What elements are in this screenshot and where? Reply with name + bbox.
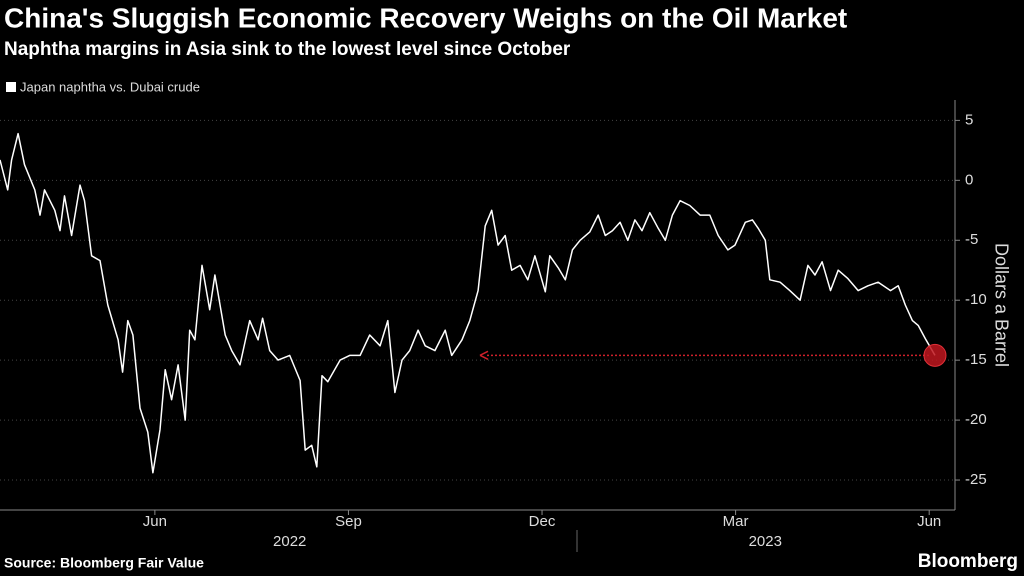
legend-swatch [6,82,16,92]
y-tick-label: -15 [965,351,987,368]
y-tick-label: 0 [965,171,973,188]
x-tick-label: Jun [143,513,167,530]
chart-subtitle: Naphtha margins in Asia sink to the lowe… [4,39,571,60]
series-line [0,132,936,474]
y-tick-label: -25 [965,471,987,488]
y-axis-label: Dollars a Barrel [991,243,1011,367]
year-label: 2022 [273,533,306,550]
x-tick-label: Sep [335,513,362,530]
annotation-arrowhead [479,350,489,361]
brand: Bloomberg [918,551,1018,572]
y-tick-label: 5 [965,111,973,128]
x-tick-label: Mar [723,513,749,530]
x-tick-label: Dec [529,513,556,530]
y-tick-label: -10 [965,291,987,308]
chart-title: China's Sluggish Economic Recovery Weigh… [4,2,847,33]
legend-label: Japan naphtha vs. Dubai crude [20,79,200,94]
source: Source: Bloomberg Fair Value [4,555,204,571]
y-tick-label: -20 [965,411,987,428]
year-label: 2023 [749,533,782,550]
x-tick-label: Jun [917,513,941,530]
end-marker [923,343,947,367]
y-tick-label: -5 [965,231,978,248]
